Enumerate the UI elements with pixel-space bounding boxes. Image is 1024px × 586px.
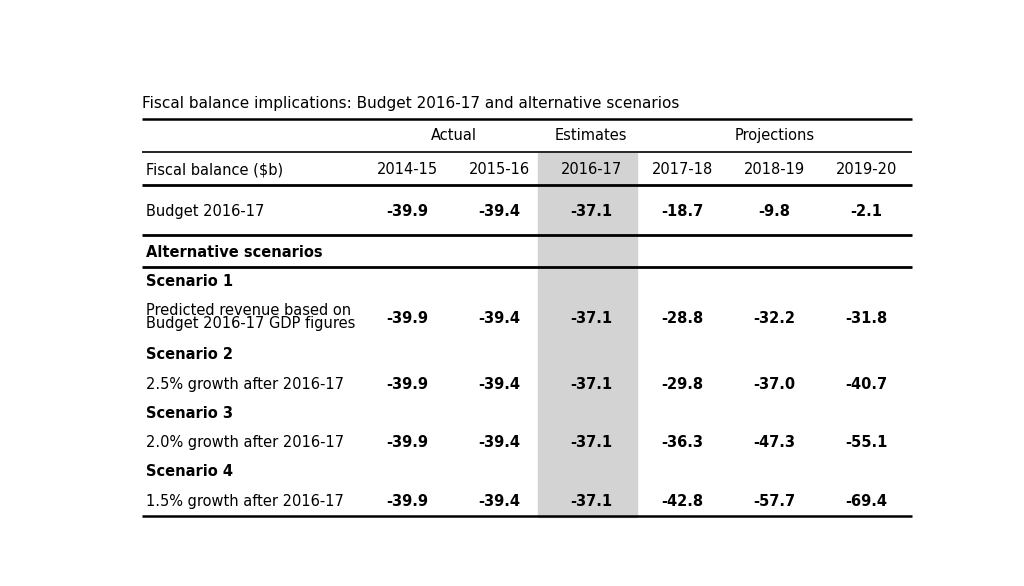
Text: 2018-19: 2018-19 xyxy=(743,162,805,177)
Text: -39.4: -39.4 xyxy=(478,377,520,391)
Text: -39.9: -39.9 xyxy=(386,311,428,326)
Text: 2.5% growth after 2016-17: 2.5% growth after 2016-17 xyxy=(146,377,344,391)
Text: Actual: Actual xyxy=(430,128,476,143)
Text: Alternative scenarios: Alternative scenarios xyxy=(146,245,323,260)
Text: Estimates: Estimates xyxy=(555,128,628,143)
Text: Scenario 4: Scenario 4 xyxy=(146,464,233,479)
Text: -37.1: -37.1 xyxy=(570,435,612,450)
Text: -37.0: -37.0 xyxy=(754,377,796,391)
Text: -37.1: -37.1 xyxy=(570,204,612,219)
Text: Fiscal balance implications: Budget 2016-17 and alternative scenarios: Fiscal balance implications: Budget 2016… xyxy=(142,96,680,111)
Text: -39.9: -39.9 xyxy=(386,204,428,219)
Text: -37.1: -37.1 xyxy=(570,377,612,391)
Text: -39.4: -39.4 xyxy=(478,204,520,219)
Text: -31.8: -31.8 xyxy=(845,311,888,326)
Text: 1.5% growth after 2016-17: 1.5% growth after 2016-17 xyxy=(146,493,344,509)
Text: -40.7: -40.7 xyxy=(845,377,887,391)
Text: -18.7: -18.7 xyxy=(662,204,703,219)
Text: -37.1: -37.1 xyxy=(570,493,612,509)
Text: -69.4: -69.4 xyxy=(845,493,887,509)
Text: -39.4: -39.4 xyxy=(478,311,520,326)
Text: -39.9: -39.9 xyxy=(386,377,428,391)
Text: 2019-20: 2019-20 xyxy=(836,162,897,177)
Text: Scenario 2: Scenario 2 xyxy=(146,347,233,363)
Text: 2014-15: 2014-15 xyxy=(377,162,438,177)
Text: -42.8: -42.8 xyxy=(662,493,703,509)
Text: Projections: Projections xyxy=(734,128,814,143)
Text: Scenario 3: Scenario 3 xyxy=(146,406,233,421)
Text: 2017-18: 2017-18 xyxy=(652,162,714,177)
Text: -55.1: -55.1 xyxy=(845,435,888,450)
Text: -47.3: -47.3 xyxy=(754,435,796,450)
Text: -39.4: -39.4 xyxy=(478,493,520,509)
Text: 2015-16: 2015-16 xyxy=(469,162,529,177)
Text: -36.3: -36.3 xyxy=(662,435,703,450)
Text: Scenario 1: Scenario 1 xyxy=(146,274,233,289)
Text: -39.4: -39.4 xyxy=(478,435,520,450)
Text: Budget 2016-17: Budget 2016-17 xyxy=(146,204,264,219)
Text: -2.1: -2.1 xyxy=(850,204,883,219)
Text: -32.2: -32.2 xyxy=(754,311,796,326)
Text: -39.9: -39.9 xyxy=(386,493,428,509)
Text: -9.8: -9.8 xyxy=(759,204,791,219)
Text: -28.8: -28.8 xyxy=(662,311,703,326)
Text: -37.1: -37.1 xyxy=(570,311,612,326)
Text: Budget 2016-17 GDP figures: Budget 2016-17 GDP figures xyxy=(146,316,355,331)
Bar xyxy=(538,154,637,517)
Text: -57.7: -57.7 xyxy=(754,493,796,509)
Text: -29.8: -29.8 xyxy=(662,377,703,391)
Text: 2.0% growth after 2016-17: 2.0% growth after 2016-17 xyxy=(146,435,344,450)
Text: -39.9: -39.9 xyxy=(386,435,428,450)
Text: Fiscal balance ($b): Fiscal balance ($b) xyxy=(146,162,284,177)
Text: Predicted revenue based on: Predicted revenue based on xyxy=(146,302,351,318)
Text: 2016-17: 2016-17 xyxy=(560,162,622,177)
